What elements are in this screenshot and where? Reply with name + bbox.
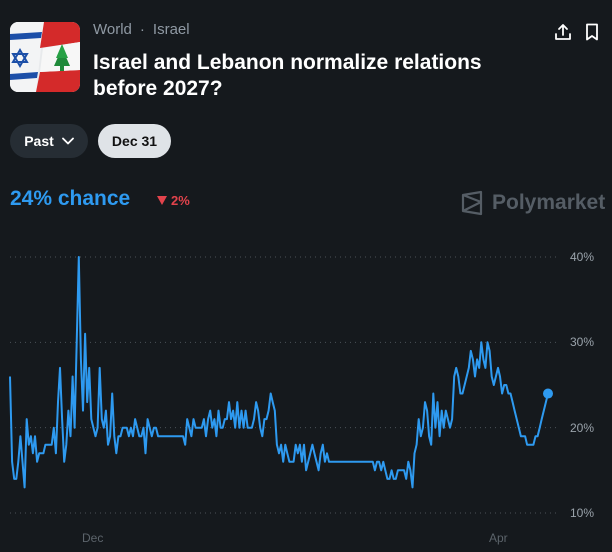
breadcrumb-israel[interactable]: Israel	[152, 21, 190, 38]
chance-line	[9, 256, 549, 489]
triangle-down-icon	[157, 196, 167, 205]
chevron-down-icon	[61, 137, 74, 145]
x-tick-label: Apr	[489, 531, 508, 545]
chart-grid	[10, 256, 560, 514]
y-tick-label: 30%	[570, 335, 595, 350]
share-icon[interactable]	[553, 22, 573, 42]
chance-value: 24% chance	[10, 187, 131, 210]
change-badge: 2%	[157, 193, 190, 208]
israel-lebanon-flags-image	[10, 22, 80, 92]
breadcrumb-world[interactable]: World	[93, 21, 132, 38]
breadcrumb: World · Israel	[93, 21, 190, 38]
market-thumbnail[interactable]	[10, 22, 80, 92]
brand-name: Polymarket	[492, 191, 606, 214]
polymarket-logo: Polymarket	[460, 190, 605, 216]
change-value: 2%	[171, 193, 190, 208]
market-title: Israel and Lebanon normalize relations b…	[93, 51, 482, 100]
y-tick-label: 40%	[570, 250, 595, 264]
y-tick-label: 10%	[570, 506, 595, 520]
past-dropdown[interactable]: Past	[10, 124, 88, 158]
breadcrumb-separator: ·	[139, 21, 145, 38]
current-value-dot	[543, 388, 553, 399]
past-dropdown-label: Past	[24, 133, 54, 149]
y-tick-label: 20%	[570, 420, 595, 435]
date-option-button[interactable]: Dec 31	[98, 124, 171, 158]
x-tick-label: Dec	[82, 531, 104, 545]
bookmark-icon[interactable]	[582, 22, 602, 42]
polymarket-logo-icon	[461, 190, 483, 216]
probability-chart[interactable]	[0, 230, 612, 552]
